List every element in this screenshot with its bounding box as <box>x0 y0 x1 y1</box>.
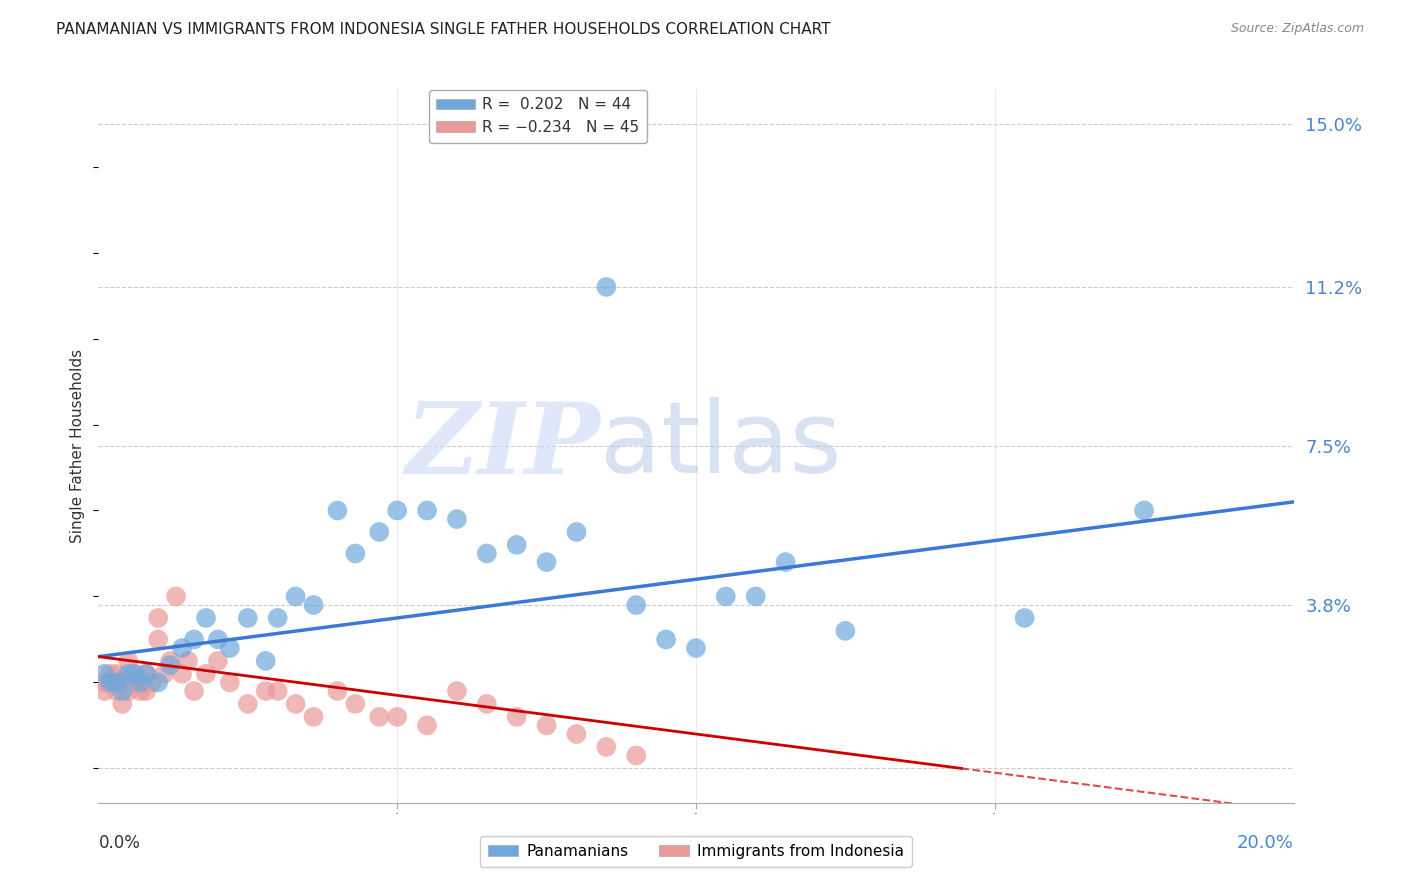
Point <box>745 590 768 604</box>
Point <box>254 684 277 698</box>
Point <box>141 675 163 690</box>
Point <box>595 739 617 754</box>
Point <box>105 684 128 698</box>
Point <box>626 598 648 612</box>
Point <box>685 641 707 656</box>
Point <box>129 675 152 690</box>
Point <box>834 624 856 638</box>
Point <box>254 654 277 668</box>
Point <box>172 666 194 681</box>
Point <box>93 666 115 681</box>
Point <box>595 280 617 294</box>
Point <box>124 675 146 690</box>
Point <box>565 524 588 539</box>
Point <box>416 503 439 517</box>
Point <box>100 666 122 681</box>
Point <box>655 632 678 647</box>
Point <box>124 666 146 681</box>
Text: Source: ZipAtlas.com: Source: ZipAtlas.com <box>1230 22 1364 36</box>
Point <box>117 684 139 698</box>
Point <box>105 666 128 681</box>
Point <box>207 654 229 668</box>
Point <box>93 675 115 690</box>
Point <box>416 718 439 732</box>
Text: ZIP: ZIP <box>405 398 600 494</box>
Point <box>159 654 181 668</box>
Point <box>135 684 157 698</box>
Point <box>385 710 409 724</box>
Point <box>284 590 307 604</box>
Point <box>302 710 325 724</box>
Point <box>117 654 139 668</box>
Point <box>111 684 134 698</box>
Point <box>165 590 187 604</box>
Point <box>195 611 218 625</box>
Point <box>183 684 205 698</box>
Point <box>153 666 176 681</box>
Point <box>714 590 737 604</box>
Point <box>129 675 152 690</box>
Point <box>135 666 157 681</box>
Point <box>124 666 146 681</box>
Point <box>219 641 242 656</box>
Point <box>148 611 170 625</box>
Point <box>446 684 468 698</box>
Point <box>195 666 218 681</box>
Point <box>105 675 128 690</box>
Text: 0.0%: 0.0% <box>98 834 141 852</box>
Point <box>111 697 134 711</box>
Point <box>475 546 498 560</box>
Point <box>446 512 468 526</box>
Point <box>344 697 367 711</box>
Point <box>111 675 134 690</box>
Legend: Panamanians, Immigrants from Indonesia: Panamanians, Immigrants from Indonesia <box>481 836 911 866</box>
Point <box>135 666 157 681</box>
Text: atlas: atlas <box>600 398 842 494</box>
Text: PANAMANIAN VS IMMIGRANTS FROM INDONESIA SINGLE FATHER HOUSEHOLDS CORRELATION CHA: PANAMANIAN VS IMMIGRANTS FROM INDONESIA … <box>56 22 831 37</box>
Y-axis label: Single Father Households: Single Father Households <box>70 349 86 543</box>
Point <box>1014 611 1036 625</box>
Point <box>207 632 229 647</box>
Point <box>506 710 529 724</box>
Point <box>368 524 391 539</box>
Point <box>475 697 498 711</box>
Point <box>129 684 152 698</box>
Point <box>172 641 194 656</box>
Point <box>100 675 122 690</box>
Point <box>368 710 391 724</box>
Point <box>536 718 558 732</box>
Point <box>267 611 290 625</box>
Point <box>1133 503 1156 517</box>
Point <box>284 697 307 711</box>
Point <box>177 654 200 668</box>
Point <box>159 658 181 673</box>
Point <box>626 748 648 763</box>
Point <box>344 546 367 560</box>
Point <box>93 684 115 698</box>
Point <box>506 538 529 552</box>
Point <box>117 666 139 681</box>
Point <box>565 727 588 741</box>
Point <box>183 632 205 647</box>
Point <box>236 697 259 711</box>
Point <box>385 503 409 517</box>
Point <box>267 684 290 698</box>
Point <box>326 503 349 517</box>
Point <box>775 555 797 569</box>
Point <box>148 632 170 647</box>
Text: 20.0%: 20.0% <box>1237 834 1294 852</box>
Point <box>536 555 558 569</box>
Point <box>219 675 242 690</box>
Point <box>100 675 122 690</box>
Point <box>236 611 259 625</box>
Point <box>302 598 325 612</box>
Point <box>148 675 170 690</box>
Point <box>326 684 349 698</box>
